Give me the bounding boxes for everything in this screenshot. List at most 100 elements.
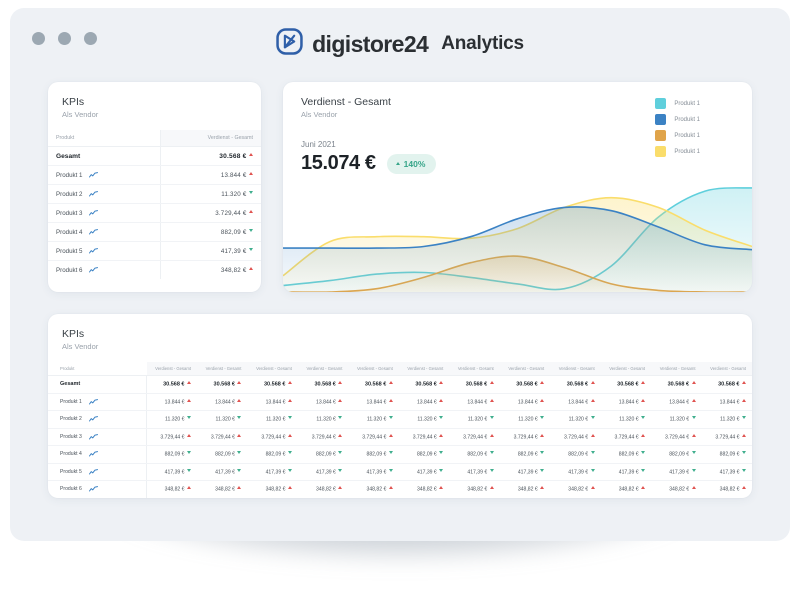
wide-row-value-cell: 3.729,44 € (247, 428, 298, 446)
chart-area-2 (283, 206, 752, 292)
wide-row-value-cell: 11.320 € (651, 410, 702, 429)
wide-col-produkt[interactable]: Produkt (48, 362, 147, 376)
wide-col-verdienst-10[interactable]: Verdienst - Gesamt (600, 362, 652, 376)
kpi-card-subtitle: Als Vendor (62, 110, 99, 119)
kpi-row-value-cell: 30.568 € (160, 146, 261, 166)
wide-row-value-cell: 30.568 € (297, 375, 349, 394)
wide-row-value: 417,39 € (164, 469, 185, 475)
wide-row-value-cell: 13.844 € (701, 393, 752, 411)
wide-col-verdienst-12[interactable]: Verdienst - Gesamt (701, 362, 752, 376)
sparkline-icon (88, 486, 98, 492)
table-row[interactable]: Produkt 1 13.844 € (48, 165, 261, 185)
wide-col-verdienst-3[interactable]: Verdienst - Gesamt (247, 362, 298, 376)
window-controls (32, 32, 97, 45)
wide-row-value-cell: 30.568 € (398, 375, 450, 394)
wide-row-value-cell: 13.844 € (651, 393, 702, 411)
sparkline-icon (89, 229, 99, 235)
trend-down-icon (540, 416, 545, 419)
table-row[interactable]: Produkt 4 882,09 € 882,09 € 882,09 € 882,09 … (48, 445, 752, 464)
wide-row-value: 3.729,44 € (362, 434, 387, 440)
sparkline-icon (88, 398, 98, 405)
wide-col-verdienst-7[interactable]: Verdienst - Gesamt (449, 362, 500, 376)
wide-row-value-cell: 11.320 € (550, 410, 601, 429)
kpi-row-value-cell: 348,82 € (160, 260, 261, 279)
wide-col-verdienst-1[interactable]: Verdienst - Gesamt (146, 362, 197, 376)
table-row[interactable]: Produkt 6 348,82 € 348,82 € 348,82 € 348,82 … (48, 480, 752, 498)
wide-row-value-cell: 30.568 € (348, 375, 399, 394)
kpi-wide-subtitle: Als Vendor (62, 342, 99, 351)
trend-up-icon (540, 381, 545, 384)
wide-row-value-cell: 882,09 € (247, 445, 298, 464)
table-row[interactable]: Produkt 5 417,39 € (48, 241, 261, 261)
trend-down-icon (489, 416, 494, 419)
table-row[interactable]: Produkt 3 3.729,44 € 3.729,44 € 3.729,44 € 3… (48, 428, 752, 446)
table-row[interactable]: Produkt 3 3.729,44 € (48, 203, 261, 223)
table-row[interactable]: Gesamt 30.568 € (48, 146, 261, 166)
trend-down-icon (388, 416, 393, 419)
kpi-col-produkt[interactable]: Produkt (48, 130, 161, 147)
wide-col-verdienst-5[interactable]: Verdienst - Gesamt (348, 362, 399, 376)
wide-row-value: 417,39 € (416, 469, 437, 475)
wide-row-value: 13.844 € (265, 399, 286, 405)
wide-row-value-cell: 13.844 € (499, 393, 551, 411)
trend-down-icon (439, 468, 444, 472)
chart-card-subtitle: Als Vendor (301, 110, 338, 119)
sparkline-icon (88, 468, 98, 475)
wide-col-verdienst-2[interactable]: Verdienst - Gesamt (197, 362, 248, 376)
legend-item[interactable]: Produkt 1 (655, 146, 700, 157)
wide-row-value-cell: 3.729,44 € (499, 428, 551, 446)
wide-row-value: 30.568 € (465, 381, 488, 388)
wide-col-verdienst-6[interactable]: Verdienst - Gesamt (398, 362, 450, 376)
wide-col-verdienst-8[interactable]: Verdienst - Gesamt (499, 362, 551, 376)
wide-row-value: 417,39 € (316, 469, 336, 475)
kpi-row-name: Produkt 6 (56, 266, 83, 274)
wide-col-verdienst-4[interactable]: Verdienst - Gesamt (297, 362, 349, 376)
wide-row-value-cell: 882,09 € (449, 445, 500, 464)
legend-item[interactable]: Produkt 1 (655, 98, 700, 109)
minimize-dot[interactable] (58, 32, 71, 45)
trend-down-icon (590, 468, 595, 472)
trend-down-icon (249, 229, 253, 232)
wide-row-value: 348,82 € (568, 486, 589, 493)
close-dot[interactable] (32, 32, 45, 45)
wide-row-value: 13.844 € (517, 399, 538, 405)
wide-col-verdienst-11[interactable]: Verdienst - Gesamt (651, 362, 702, 376)
chart-card-title: Verdienst - Gesamt (301, 96, 391, 108)
wide-row-value: 13.844 € (316, 399, 336, 405)
wide-row-value-cell: 348,82 € (348, 481, 398, 498)
maximize-dot[interactable] (84, 32, 97, 45)
wide-row-value-cell: 3.729,44 € (146, 428, 197, 446)
table-row[interactable]: Produkt 1 13.844 € 13.844 € 13.844 € 13.844 … (48, 393, 752, 411)
wide-row-value-cell: 13.844 € (348, 393, 399, 411)
legend-item[interactable]: Produkt 1 (655, 130, 700, 141)
trend-down-icon (388, 451, 393, 454)
dashboard-content: KPIs Als Vendor Produkt Verdienst - Gesa… (10, 66, 790, 541)
legend-item[interactable]: Produkt 1 (655, 114, 700, 125)
table-row[interactable]: Produkt 2 11.320 € 11.320 € 11.320 € 11.320 … (48, 410, 752, 429)
table-row[interactable]: Produkt 2 11.320 € (48, 184, 261, 204)
chart-card-header: Verdienst - Gesamt Als Vendor Juni 2021 … (283, 82, 752, 175)
trend-up-icon (187, 398, 191, 402)
metric-period: Juni 2021 (301, 140, 336, 149)
sparkline-icon (88, 451, 98, 457)
wide-col-verdienst-9[interactable]: Verdienst - Gesamt (550, 362, 601, 376)
kpi-row-name: Produkt 2 (56, 190, 83, 198)
table-row[interactable]: Gesamt 30.568 € 30.568 € 30.568 € 30.568 € 30… (48, 375, 752, 394)
kpi-wide-header: KPIs Als Vendor (48, 314, 752, 352)
kpi-row-name-cell: Produkt 6 (48, 261, 161, 280)
wide-row-value-cell: 882,09 € (398, 445, 450, 464)
wide-row-value: 30.568 € (566, 381, 589, 388)
table-row[interactable]: Produkt 5 417,39 € 417,39 € 417,39 € 417,39 … (48, 463, 752, 481)
table-row[interactable]: Produkt 4 882,09 € (48, 222, 261, 242)
trend-up-icon (489, 486, 494, 489)
table-row[interactable]: Produkt 6 348,82 € (48, 260, 261, 280)
trend-up-icon (187, 486, 191, 489)
wide-row-value: 13.844 € (568, 399, 589, 405)
kpi-col-verdienst[interactable]: Verdienst - Gesamt (160, 130, 261, 147)
trend-down-icon (287, 468, 292, 472)
wide-row-value: 882,09 € (265, 451, 286, 458)
wide-row-value: 348,82 € (316, 486, 336, 493)
badge-value: 140% (403, 158, 426, 169)
kpi-row-name-cell: Produkt 1 (48, 165, 161, 185)
